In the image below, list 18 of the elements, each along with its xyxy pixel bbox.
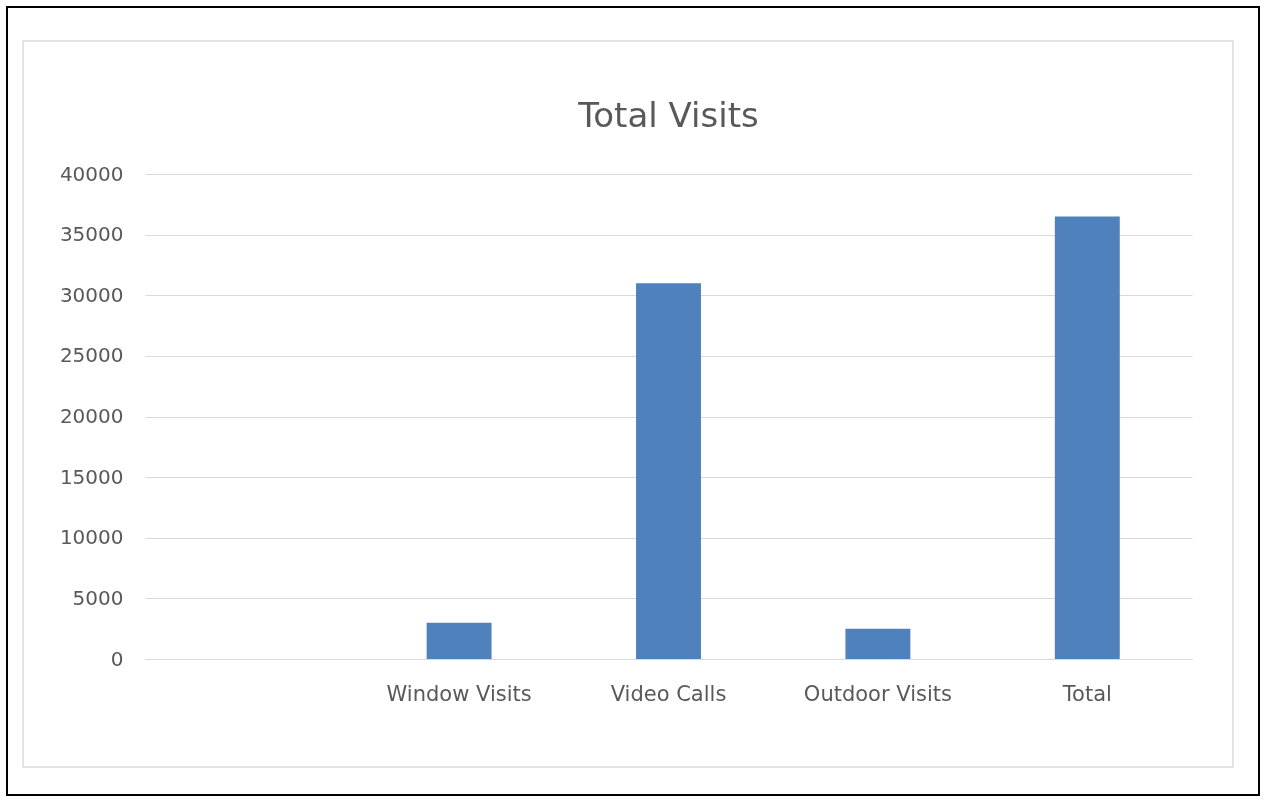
y-tick-label: 40000 — [59, 161, 124, 186]
y-tick-label: 0 — [110, 646, 124, 671]
bar — [845, 628, 911, 659]
y-tick-label: 5000 — [72, 585, 124, 610]
y-tick-label: 10000 — [59, 525, 124, 550]
y-tick-label: 15000 — [59, 464, 124, 489]
chart-title: Total Visits — [577, 95, 759, 135]
bar — [426, 622, 492, 659]
x-tick-label: Outdoor Visits — [803, 681, 952, 706]
y-tick-label: 35000 — [59, 222, 124, 247]
y-tick-label: 30000 — [59, 282, 124, 307]
bar — [636, 283, 701, 659]
x-tick-label: Total — [1061, 681, 1112, 706]
y-tick-label: 25000 — [59, 343, 124, 368]
bar — [1054, 216, 1120, 659]
x-tick-label: Window Visits — [386, 681, 532, 706]
y-tick-label: 20000 — [59, 404, 124, 428]
x-tick-label: Video Calls — [610, 681, 727, 706]
